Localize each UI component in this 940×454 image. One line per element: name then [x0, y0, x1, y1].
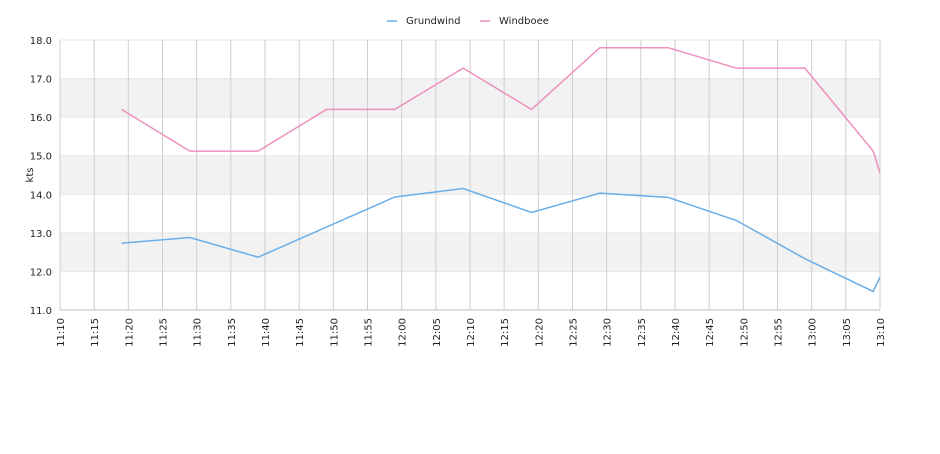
x-tick-label: 12:10: [466, 318, 477, 347]
x-tick-label: 11:50: [329, 318, 340, 347]
x-tick-label: 13:10: [876, 318, 887, 347]
y-tick-label: 17.0: [30, 75, 52, 86]
x-tick-label: 12:40: [671, 318, 682, 347]
x-tick-label: 12:30: [603, 318, 614, 347]
y-tick-label: 11.0: [30, 306, 52, 317]
x-tick-label: 11:10: [56, 318, 67, 347]
x-tick-label: 12:45: [705, 318, 716, 347]
x-tick-label: 11:35: [227, 318, 238, 347]
x-tick-label: 11:55: [364, 318, 375, 347]
x-tick-label: 12:55: [774, 318, 785, 347]
x-tick-label: 12:05: [432, 318, 443, 347]
x-tick-label: 12:15: [500, 318, 511, 347]
x-tick-label: 11:45: [295, 318, 306, 347]
line: [121, 187, 881, 293]
legend-label: Grundwind: [406, 16, 461, 27]
y-tick-label: 18.0: [30, 36, 52, 47]
x-tick-label: 11:30: [193, 318, 204, 347]
x-tick-label: 11:25: [159, 318, 170, 347]
line: [121, 46, 881, 174]
x-tick-label: 12:50: [739, 318, 750, 347]
x-tick-label: 11:15: [90, 318, 101, 347]
y-tick-label: 12.0: [30, 267, 52, 278]
y-tick-label: 15.0: [30, 152, 52, 163]
x-tick-label: 12:00: [398, 318, 409, 347]
x-tick-label: 12:35: [637, 318, 648, 347]
x-tick-label: 13:00: [808, 318, 819, 347]
y-axis-label: kts: [25, 168, 36, 183]
y-tick-label: 16.0: [30, 113, 52, 124]
x-tick-label: 12:25: [569, 318, 580, 347]
x-tick-label: 12:20: [534, 318, 545, 347]
legend-label: Windboee: [499, 16, 549, 27]
y-tick-label: 13.0: [30, 229, 52, 240]
x-tick-label: 13:05: [842, 318, 853, 347]
x-tick-label: 11:40: [261, 318, 272, 347]
x-tick-label: 11:20: [124, 318, 135, 347]
y-tick-label: 14.0: [30, 190, 52, 201]
